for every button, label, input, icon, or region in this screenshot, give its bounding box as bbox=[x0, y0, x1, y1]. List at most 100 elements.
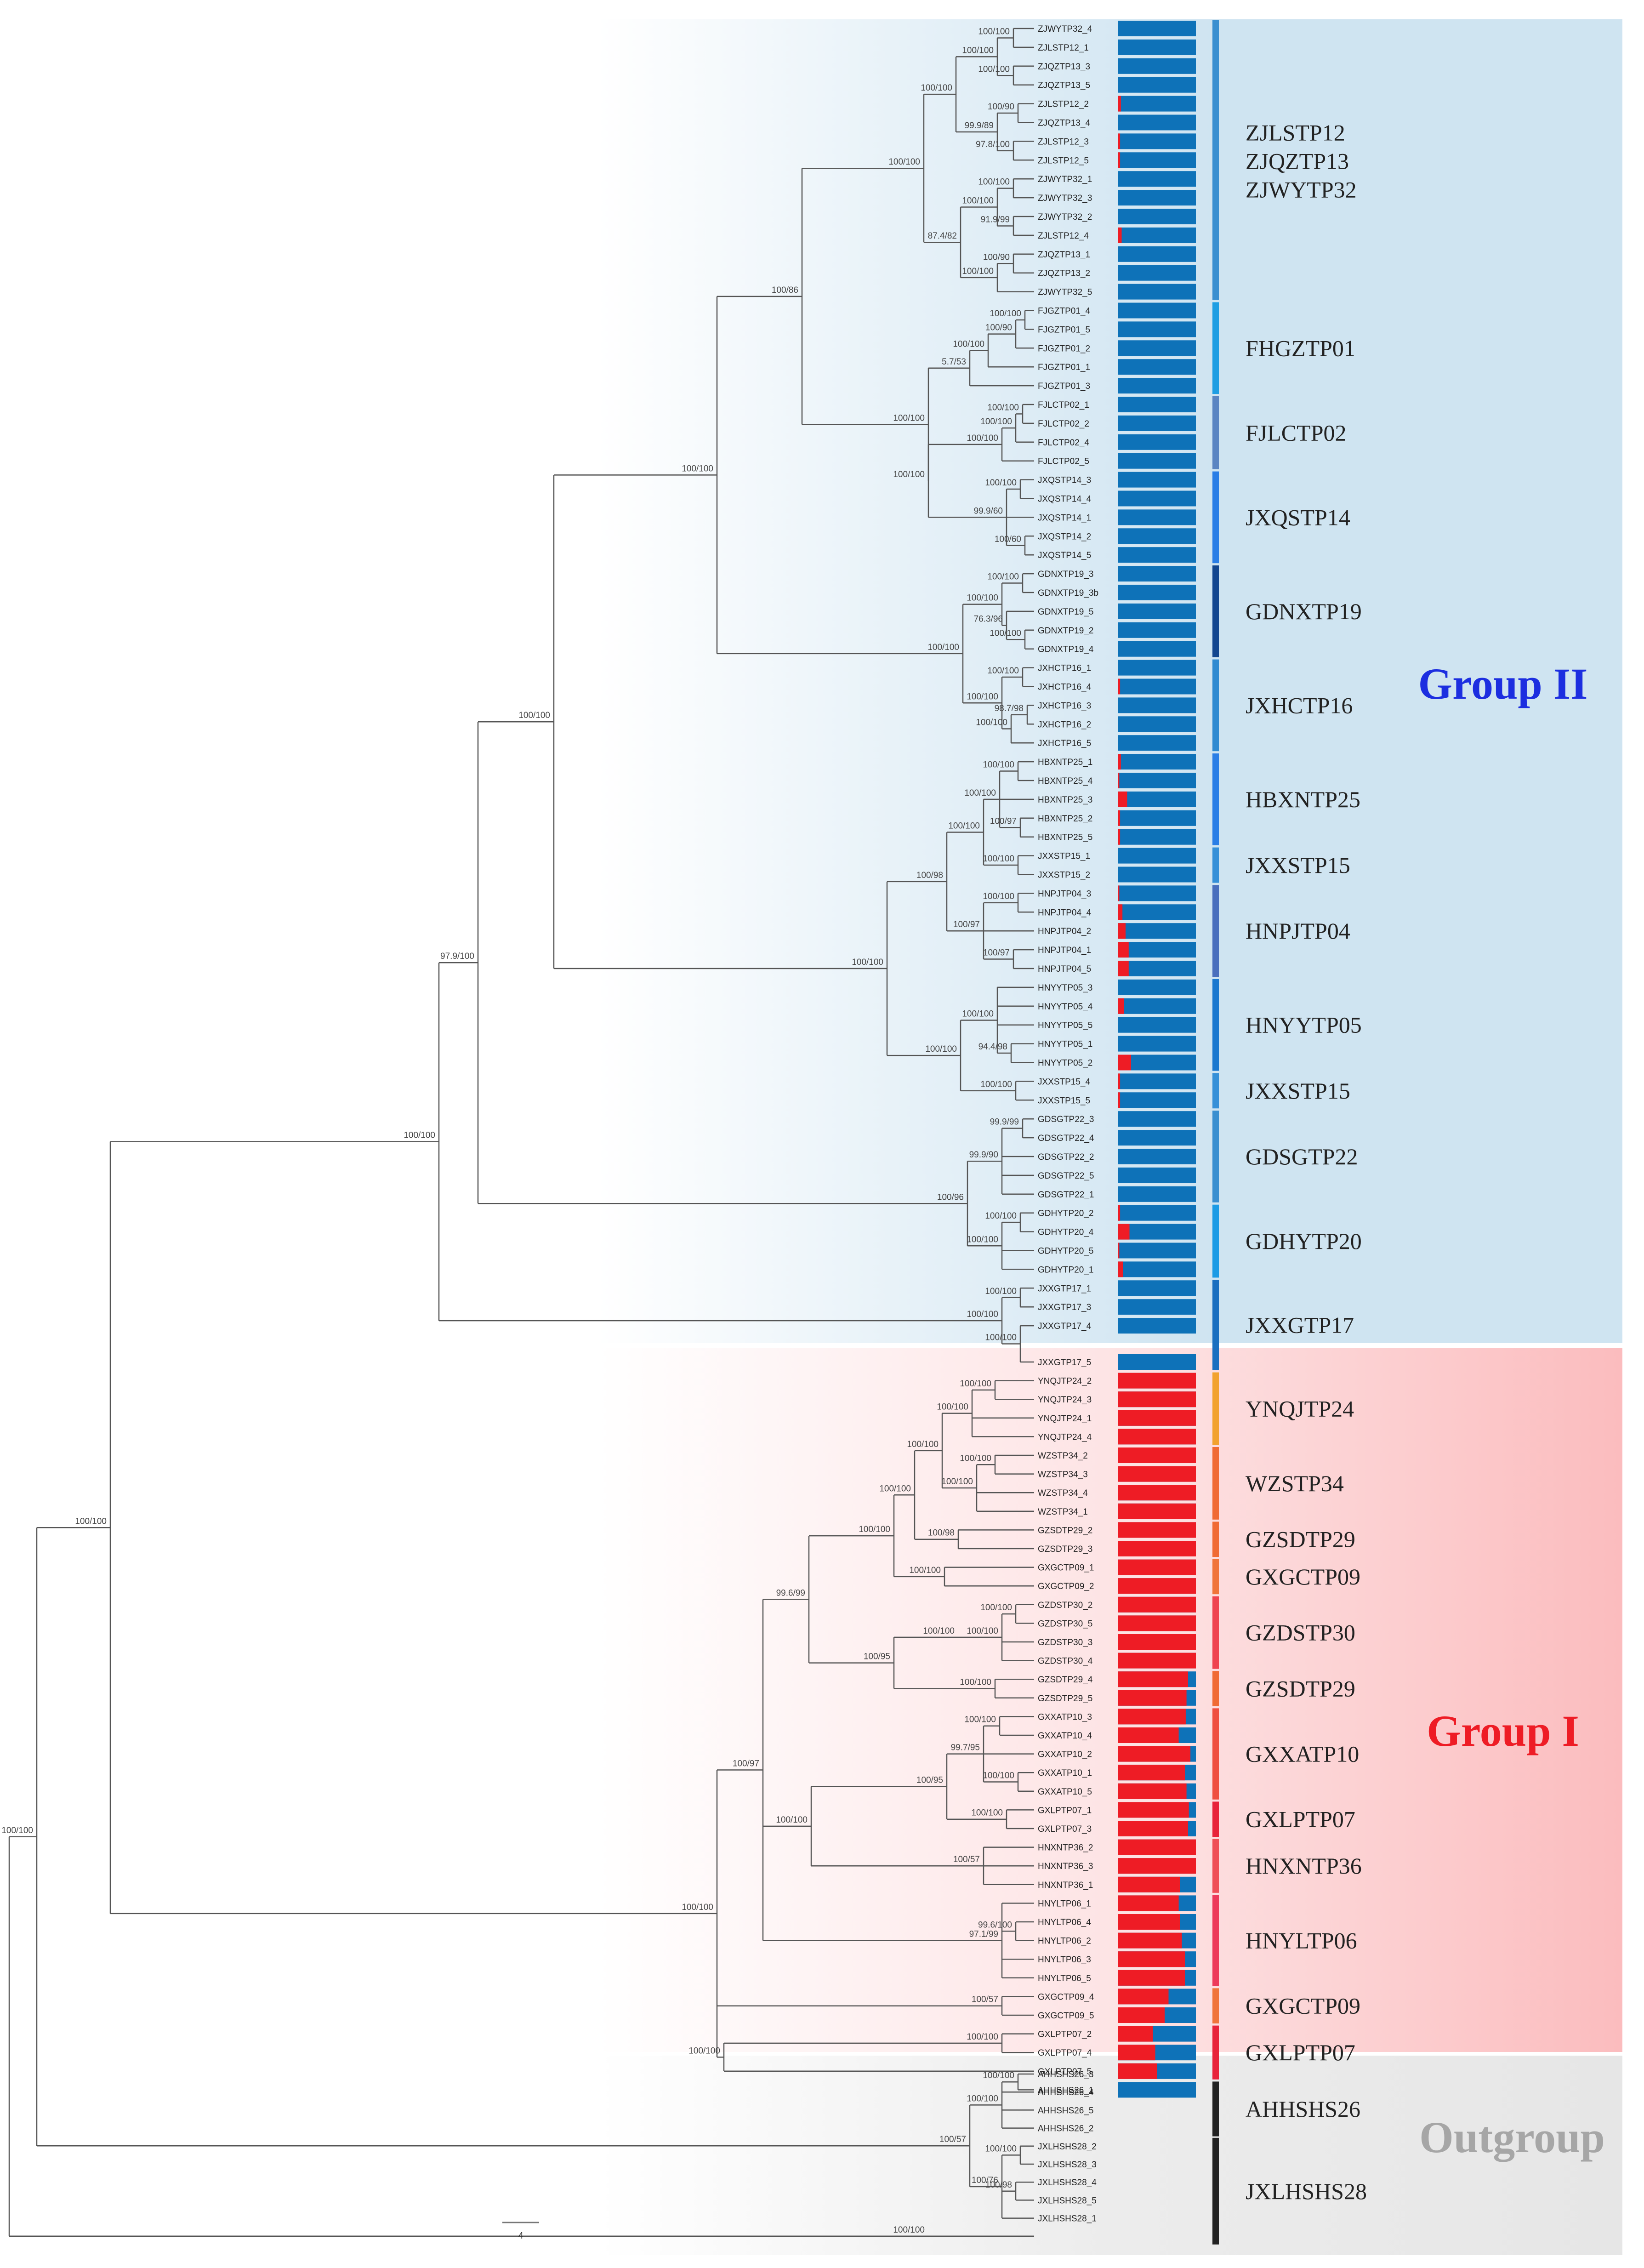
tip-label: GXGCTP09_5 bbox=[1038, 2011, 1094, 2021]
tip-label: FJGZTP01_4 bbox=[1038, 307, 1090, 316]
clade-marker bbox=[1212, 1204, 1219, 1278]
support-value: 100/100 bbox=[985, 1333, 1017, 1343]
support-value: 100/60 bbox=[995, 535, 1021, 544]
tip-label: HNPJTP04_5 bbox=[1038, 964, 1091, 974]
support-value: 100/100 bbox=[960, 1453, 991, 1463]
ancestry-bar-blue bbox=[1118, 190, 1196, 206]
support-value: 100/90 bbox=[988, 102, 1014, 112]
tip-label: JXHCTP16_4 bbox=[1038, 683, 1092, 692]
ancestry-bar-blue bbox=[1118, 227, 1196, 243]
tip-label: JXXSTP15_2 bbox=[1038, 871, 1090, 880]
clade-marker bbox=[1212, 885, 1219, 977]
support-value: 91.9/99 bbox=[981, 215, 1010, 224]
support-value: 97.8/100 bbox=[976, 140, 1010, 149]
tip-label: JXXSTP15_4 bbox=[1038, 1077, 1090, 1087]
tip-label: JXXGTP17_1 bbox=[1038, 1284, 1091, 1294]
ancestry-bar-red bbox=[1118, 1914, 1180, 1930]
clade-label: FJLCTP02 bbox=[1246, 420, 1347, 445]
clade-marker bbox=[1212, 1280, 1219, 1370]
clade-marker bbox=[1212, 1447, 1219, 1520]
clade-label: JXQSTP14 bbox=[1246, 504, 1350, 530]
tip-label: GZDSTP30_3 bbox=[1038, 1638, 1092, 1647]
ancestry-bar-blue bbox=[1118, 434, 1196, 450]
tip-label: AHHSHS26_3 bbox=[1038, 2070, 1093, 2080]
support-value: 100/100 bbox=[980, 1603, 1012, 1613]
ancestry-bar-blue bbox=[1118, 1261, 1196, 1277]
ancestry-bar-blue bbox=[1118, 509, 1196, 525]
clade-label: HNXNTP36 bbox=[1246, 1853, 1362, 1879]
tip-label: GDHYTP20_5 bbox=[1038, 1247, 1093, 1256]
ancestry-bar-red bbox=[1118, 829, 1121, 845]
tip-label: GZSDTP29_5 bbox=[1038, 1694, 1092, 1704]
ancestry-bar-red bbox=[1118, 1391, 1196, 1408]
clade-label: HBXNTP25 bbox=[1246, 786, 1360, 812]
ancestry-bar-blue bbox=[1118, 1280, 1196, 1296]
support-value: 100/95 bbox=[864, 1652, 890, 1662]
ancestry-bar-blue bbox=[1118, 735, 1196, 751]
support-value: 100/98 bbox=[928, 1528, 955, 1538]
tip-label: GXLPTP07_3 bbox=[1038, 1824, 1092, 1834]
support-value: 98.7/98 bbox=[995, 704, 1024, 713]
tip-label: JXLHSHS28_1 bbox=[1038, 2214, 1097, 2224]
support-value: 100/100 bbox=[953, 339, 984, 349]
ancestry-bar-red bbox=[1118, 2063, 1157, 2079]
support-value: 100/100 bbox=[967, 1626, 998, 1636]
tip-label: GXXATP10_1 bbox=[1038, 1768, 1092, 1778]
ancestry-bar-red bbox=[1118, 1242, 1120, 1259]
tip-label: YNQJTP24_2 bbox=[1038, 1377, 1092, 1386]
clade-label: JXHCTP16 bbox=[1246, 692, 1353, 718]
clade-label: HNPJTP04 bbox=[1246, 918, 1350, 944]
tip-label: GDSGTP22_2 bbox=[1038, 1152, 1094, 1162]
tip-label: GDNXTP19_4 bbox=[1038, 645, 1094, 655]
tip-label: HNYYTP05_3 bbox=[1038, 983, 1092, 993]
ancestry-bar-red bbox=[1118, 133, 1121, 149]
ancestry-bar-red bbox=[1118, 1092, 1121, 1108]
clade-label: GXLPTP07 bbox=[1246, 2040, 1355, 2065]
ancestry-bar-red bbox=[1118, 1821, 1188, 1836]
support-value: 100/100 bbox=[967, 692, 998, 701]
support-value: 100/100 bbox=[990, 309, 1021, 319]
ancestry-bar-blue bbox=[1118, 1224, 1196, 1240]
ancestry-bar-blue bbox=[1118, 1186, 1196, 1202]
tip-label: HNPJTP04_2 bbox=[1038, 927, 1091, 936]
clade-marker bbox=[1212, 847, 1219, 883]
tip-label: JXXGTP17_5 bbox=[1038, 1358, 1091, 1368]
tip-label: HNYLTP06_3 bbox=[1038, 1955, 1091, 1965]
ancestry-bar-red bbox=[1118, 1746, 1191, 1762]
ancestry-bar-blue bbox=[1118, 1017, 1196, 1033]
clade-label: YNQJTP24 bbox=[1246, 1396, 1354, 1422]
ancestry-bar-red bbox=[1118, 1615, 1196, 1631]
ancestry-bar-red bbox=[1118, 1765, 1185, 1781]
tip-label: HNYLTP06_1 bbox=[1038, 1899, 1091, 1909]
ancestry-bar-blue bbox=[1118, 490, 1196, 507]
support-value: 100/100 bbox=[990, 628, 1021, 638]
ancestry-bar-red bbox=[1118, 923, 1126, 939]
tip-label: HNXNTP36_3 bbox=[1038, 1862, 1093, 1871]
tip-label: GZDSTP30_5 bbox=[1038, 1619, 1092, 1629]
support-labels: 100/100100/100100/10097.9/100100/100100/… bbox=[1, 27, 1024, 2234]
support-value: 100/100 bbox=[937, 1402, 968, 1412]
support-value: 76.3/96 bbox=[974, 615, 1003, 624]
tip-label: AHHSHS26_4 bbox=[1038, 2088, 1094, 2097]
tip-label: GXXATP10_2 bbox=[1038, 1750, 1092, 1760]
ancestry-bar-blue bbox=[1118, 603, 1196, 619]
ancestry-bar-blue bbox=[1118, 697, 1196, 713]
support-value: 100/100 bbox=[909, 1566, 941, 1575]
ancestry-bar-blue bbox=[1118, 829, 1196, 845]
support-value: 100/100 bbox=[964, 788, 996, 798]
support-value: 100/100 bbox=[987, 403, 1019, 412]
support-value: 100/100 bbox=[985, 478, 1017, 488]
ancestry-bar-blue bbox=[1118, 904, 1196, 920]
support-value: 100/100 bbox=[960, 1678, 991, 1687]
tip-label: AHHSHS26_2 bbox=[1038, 2124, 1093, 2134]
clade-label: GXGCTP09 bbox=[1246, 1564, 1360, 1590]
support-value: 100/100 bbox=[404, 1131, 435, 1140]
support-value: 87.4/82 bbox=[928, 231, 957, 241]
support-value: 100/100 bbox=[983, 2071, 1014, 2080]
clade-label: JXXGTP17 bbox=[1246, 1312, 1354, 1338]
support-value: 100/57 bbox=[939, 2135, 966, 2144]
ancestry-bar-blue bbox=[1118, 866, 1196, 883]
tip-label: HNYLTP06_5 bbox=[1038, 1974, 1091, 1983]
tip-label: YNQJTP24_3 bbox=[1038, 1395, 1092, 1405]
tip-label: ZJQZTP13_1 bbox=[1038, 250, 1090, 260]
